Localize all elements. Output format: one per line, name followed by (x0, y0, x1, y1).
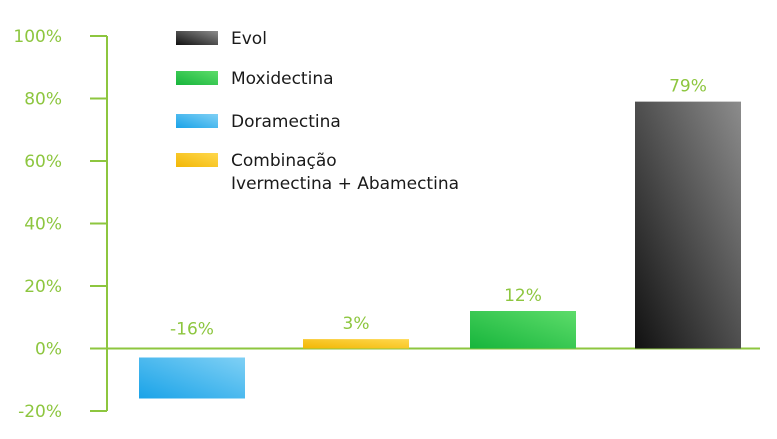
y-tick-label: 0% (35, 340, 62, 360)
bar-combina-o-ivermectina-abamectina (303, 339, 409, 349)
legend-label: Doramectina (231, 112, 341, 132)
bar-doramectina (139, 357, 245, 399)
legend-label: Combinação (231, 151, 337, 171)
legend: Evol Moxidectina Doramectina Combinação Iver… (176, 29, 459, 194)
legend-swatch (176, 114, 218, 128)
y-tick-label: 60% (24, 152, 62, 172)
legend-swatch (176, 71, 218, 85)
y-tick-label: 80% (24, 90, 62, 110)
y-axis: 100% 80% 60% 40% 20% 0% -20% (13, 27, 760, 422)
legend-label: Moxidectina (231, 69, 334, 89)
legend-label: Ivermectina + Abamectina (231, 174, 459, 194)
bar-moxidectina (470, 311, 576, 349)
legend-swatch (176, 153, 218, 167)
y-tick-label: 40% (24, 215, 62, 235)
y-tick-label: 20% (24, 277, 62, 297)
bars: -16% 3% 12% 79% (139, 77, 741, 399)
bar-data-label: 79% (669, 77, 707, 97)
y-tick-label: -20% (18, 402, 62, 422)
legend-swatch (176, 31, 218, 45)
bar-data-label: -16% (170, 320, 214, 340)
legend-label: Evol (231, 29, 267, 49)
bar-data-label: 12% (504, 286, 542, 306)
bar-evol (635, 101, 741, 349)
bar-data-label: 3% (343, 314, 370, 334)
y-tick-label: 100% (13, 27, 62, 47)
